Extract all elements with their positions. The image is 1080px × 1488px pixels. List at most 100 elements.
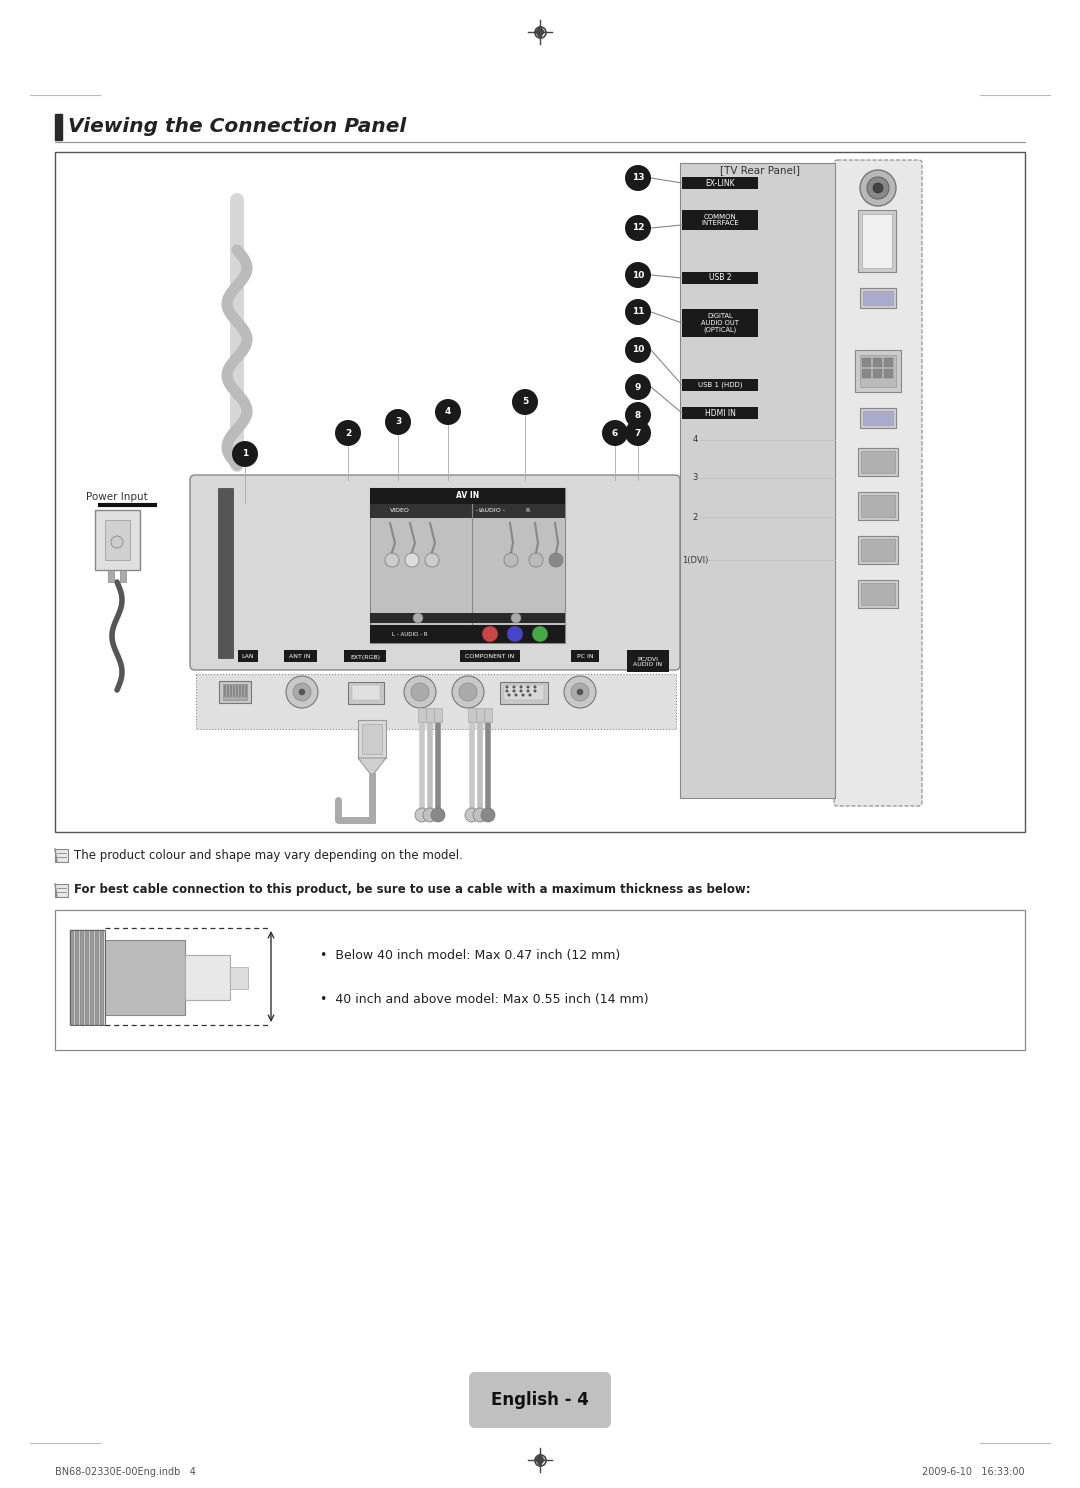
Bar: [55, 152, 1025, 832]
Bar: [861, 539, 895, 561]
Bar: [858, 536, 897, 564]
Bar: [863, 411, 893, 426]
Circle shape: [404, 676, 436, 708]
Text: For best cable connection to this product, be sure to use a cable with a maximum: For best cable connection to this produc…: [75, 884, 751, 896]
Bar: [627, 650, 669, 673]
Text: BN68-02330E-00Eng.indb   4: BN68-02330E-00Eng.indb 4: [55, 1467, 195, 1478]
Circle shape: [293, 683, 311, 701]
Bar: [55, 115, 62, 140]
FancyBboxPatch shape: [190, 475, 680, 670]
Circle shape: [625, 165, 651, 190]
Bar: [185, 955, 230, 1000]
Circle shape: [513, 689, 515, 692]
Text: •  Below 40 inch model: Max 0.47 inch (12 mm): • Below 40 inch model: Max 0.47 inch (12…: [320, 948, 620, 961]
Circle shape: [522, 693, 525, 696]
Circle shape: [299, 689, 305, 695]
Bar: [500, 682, 548, 704]
Circle shape: [514, 693, 517, 696]
Bar: [681, 177, 758, 189]
Bar: [681, 308, 758, 338]
Bar: [860, 408, 896, 429]
Bar: [570, 650, 599, 662]
Bar: [239, 684, 241, 696]
Circle shape: [481, 808, 495, 821]
Bar: [468, 708, 476, 722]
Text: ANT IN: ANT IN: [289, 655, 311, 659]
Text: EXT(RGB): EXT(RGB): [350, 655, 380, 659]
Text: LAN: LAN: [242, 655, 254, 659]
Circle shape: [625, 262, 651, 289]
Circle shape: [423, 808, 437, 821]
Bar: [885, 359, 893, 368]
Bar: [885, 369, 893, 378]
Bar: [357, 720, 386, 757]
Text: [TV Rear Panel]: [TV Rear Panel]: [720, 165, 800, 176]
Text: 1(DVI): 1(DVI): [681, 555, 708, 564]
Text: HDMI IN: HDMI IN: [704, 409, 735, 418]
Circle shape: [527, 689, 529, 692]
Circle shape: [549, 554, 563, 567]
Circle shape: [577, 689, 583, 695]
Text: 8: 8: [635, 411, 642, 420]
Text: 6: 6: [612, 429, 618, 437]
Bar: [237, 684, 238, 696]
Circle shape: [528, 693, 531, 696]
Bar: [370, 613, 565, 623]
Bar: [70, 930, 105, 1025]
Bar: [108, 570, 114, 582]
Circle shape: [532, 626, 548, 641]
Bar: [55, 911, 1025, 1051]
Bar: [90, 930, 94, 1025]
Bar: [484, 708, 492, 722]
Text: L - AUDIO - R: L - AUDIO - R: [392, 631, 428, 637]
Bar: [370, 488, 565, 504]
Circle shape: [111, 536, 123, 548]
Bar: [370, 504, 565, 518]
Bar: [230, 684, 232, 696]
Bar: [873, 369, 882, 378]
Circle shape: [465, 808, 480, 821]
Text: L: L: [478, 509, 482, 513]
Circle shape: [232, 440, 258, 467]
Circle shape: [564, 676, 596, 708]
Bar: [858, 448, 897, 476]
Bar: [283, 650, 316, 662]
Bar: [861, 583, 895, 606]
Bar: [239, 650, 258, 662]
Circle shape: [625, 336, 651, 363]
Circle shape: [625, 214, 651, 241]
Text: DIGITAL
AUDIO OUT
(OPTICAL): DIGITAL AUDIO OUT (OPTICAL): [701, 314, 739, 333]
Text: 2: 2: [345, 429, 351, 437]
Circle shape: [519, 686, 523, 689]
Bar: [105, 519, 130, 559]
Bar: [120, 570, 126, 582]
Bar: [681, 210, 758, 231]
Text: 5: 5: [522, 397, 528, 406]
Bar: [230, 967, 248, 990]
Bar: [370, 488, 565, 643]
Text: VIDEO: VIDEO: [390, 509, 410, 513]
Circle shape: [435, 399, 461, 426]
Bar: [681, 379, 758, 391]
Circle shape: [335, 420, 361, 446]
Bar: [195, 674, 676, 729]
Bar: [242, 684, 244, 696]
Bar: [219, 682, 251, 702]
Bar: [105, 940, 185, 1015]
Bar: [227, 684, 229, 696]
Circle shape: [411, 683, 429, 701]
Text: 10: 10: [632, 271, 644, 280]
Circle shape: [513, 686, 515, 689]
Circle shape: [512, 388, 538, 415]
Text: •  40 inch and above model: Max 0.55 inch (14 mm): • 40 inch and above model: Max 0.55 inch…: [320, 994, 649, 1006]
Bar: [858, 580, 897, 609]
Bar: [95, 510, 140, 570]
Text: 2009-6-10   16:33:00: 2009-6-10 16:33:00: [922, 1467, 1025, 1478]
Bar: [370, 625, 565, 643]
Bar: [352, 684, 380, 699]
Text: Viewing the Connection Panel: Viewing the Connection Panel: [68, 118, 406, 137]
Text: COMMON
INTERFACE: COMMON INTERFACE: [701, 214, 739, 226]
Circle shape: [431, 808, 445, 821]
Text: 12: 12: [632, 223, 645, 232]
FancyBboxPatch shape: [834, 161, 922, 806]
